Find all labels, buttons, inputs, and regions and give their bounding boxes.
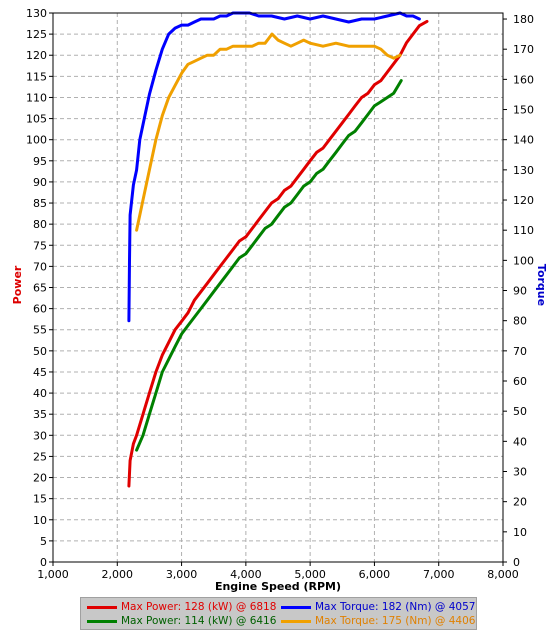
left-tick-label: 70 xyxy=(33,260,47,273)
x-tick-label: 7,000 xyxy=(423,568,455,581)
x-tick-label: 8,000 xyxy=(487,568,519,581)
plot-area-border xyxy=(52,12,504,563)
right-tick-label: 100 xyxy=(513,254,534,267)
left-tick-label: 85 xyxy=(33,197,47,210)
legend-item-torque-orange: Max Torque: 175 (Nm) @ 4406 xyxy=(281,613,475,629)
chart-series xyxy=(127,11,429,488)
x-tick-label: 5,000 xyxy=(294,568,326,581)
series-line-4 xyxy=(135,32,402,232)
left-tick-label: 0 xyxy=(40,556,47,569)
left-axis-ticks: 0 5 10 15 20 25 30 35 40 45 50 55 60 65 70 75 80 85 90 95 10… xyxy=(26,7,53,569)
x-tick-label: 3,000 xyxy=(166,568,198,581)
left-tick-label: 15 xyxy=(33,493,47,506)
x-tick-label: 6,000 xyxy=(359,568,391,581)
x-axis-ticks: 1,000 2,000 3,000 4,000 5,000 6,000 7,000 8,000 xyxy=(37,562,519,581)
legend-swatch-orange xyxy=(281,619,311,623)
right-axis-label: Torque xyxy=(535,264,548,306)
x-tick-label: 2,000 xyxy=(102,568,134,581)
left-tick-label: 125 xyxy=(26,28,47,41)
legend-label-power-green: Max Power: 114 (kW) @ 6416 xyxy=(121,615,277,627)
right-tick-label: 60 xyxy=(513,375,527,388)
right-tick-label: 30 xyxy=(513,466,527,479)
right-tick-label: 50 xyxy=(513,405,527,418)
right-axis-ticks: 0 10 20 30 40 50 60 70 80 90 100 110 120 130 140 150 160… xyxy=(503,13,534,569)
legend-label-torque-blue: Max Torque: 182 (Nm) @ 4057 xyxy=(315,601,476,613)
left-tick-label: 110 xyxy=(26,91,47,104)
left-tick-label: 35 xyxy=(33,408,47,421)
left-tick-label: 55 xyxy=(33,324,47,337)
left-tick-label: 40 xyxy=(33,387,47,400)
left-tick-label: 5 xyxy=(40,535,47,548)
legend: Max Power: 128 (kW) @ 6818 Max Torque: 1… xyxy=(80,597,477,630)
legend-label-torque-orange: Max Torque: 175 (Nm) @ 4406 xyxy=(315,615,476,627)
left-tick-label: 45 xyxy=(33,366,47,379)
left-tick-label: 75 xyxy=(33,239,47,252)
right-tick-label: 150 xyxy=(513,104,534,117)
right-tick-label: 0 xyxy=(513,556,520,569)
right-tick-label: 130 xyxy=(513,164,534,177)
legend-item-torque-blue: Max Torque: 182 (Nm) @ 4057 xyxy=(281,599,475,615)
left-tick-label: 130 xyxy=(26,7,47,20)
right-tick-label: 110 xyxy=(513,224,534,237)
right-tick-label: 120 xyxy=(513,194,534,207)
legend-item-power-red: Max Power: 128 (kW) @ 6818 xyxy=(87,599,276,615)
legend-swatch-green xyxy=(87,619,117,623)
left-tick-label: 20 xyxy=(33,472,47,485)
right-tick-label: 70 xyxy=(513,345,527,358)
legend-item-power-green: Max Power: 114 (kW) @ 6416 xyxy=(87,613,276,629)
right-tick-label: 10 xyxy=(513,526,527,539)
left-tick-label: 90 xyxy=(33,176,47,189)
x-axis-label: Engine Speed (RPM) xyxy=(215,580,341,593)
left-tick-label: 120 xyxy=(26,49,47,62)
right-tick-label: 180 xyxy=(513,13,534,26)
right-tick-label: 90 xyxy=(513,285,527,298)
legend-swatch-red xyxy=(87,605,117,609)
right-tick-label: 80 xyxy=(513,315,527,328)
left-tick-label: 95 xyxy=(33,155,47,168)
series-line-1 xyxy=(127,19,429,488)
series-line-2 xyxy=(135,79,403,452)
left-axis-label: Power xyxy=(11,265,24,304)
left-tick-label: 60 xyxy=(33,303,47,316)
left-tick-label: 105 xyxy=(26,113,47,126)
right-tick-label: 40 xyxy=(513,435,527,448)
right-tick-label: 170 xyxy=(513,43,534,56)
right-tick-label: 140 xyxy=(513,134,534,147)
left-tick-label: 50 xyxy=(33,345,47,358)
left-tick-label: 30 xyxy=(33,429,47,442)
left-tick-label: 80 xyxy=(33,218,47,231)
x-tick-label: 1,000 xyxy=(37,568,69,581)
legend-swatch-blue xyxy=(281,605,311,609)
legend-label-power-red: Max Power: 128 (kW) @ 6818 xyxy=(121,601,277,613)
series-line-3 xyxy=(127,11,421,323)
left-tick-label: 25 xyxy=(33,450,47,463)
left-tick-label: 10 xyxy=(33,514,47,527)
left-tick-label: 100 xyxy=(26,134,47,147)
chart-grid xyxy=(53,13,503,562)
left-tick-label: 65 xyxy=(33,282,47,295)
right-tick-label: 20 xyxy=(513,496,527,509)
right-tick-label: 160 xyxy=(513,73,534,86)
x-tick-label: 4,000 xyxy=(230,568,262,581)
left-tick-label: 115 xyxy=(26,70,47,83)
